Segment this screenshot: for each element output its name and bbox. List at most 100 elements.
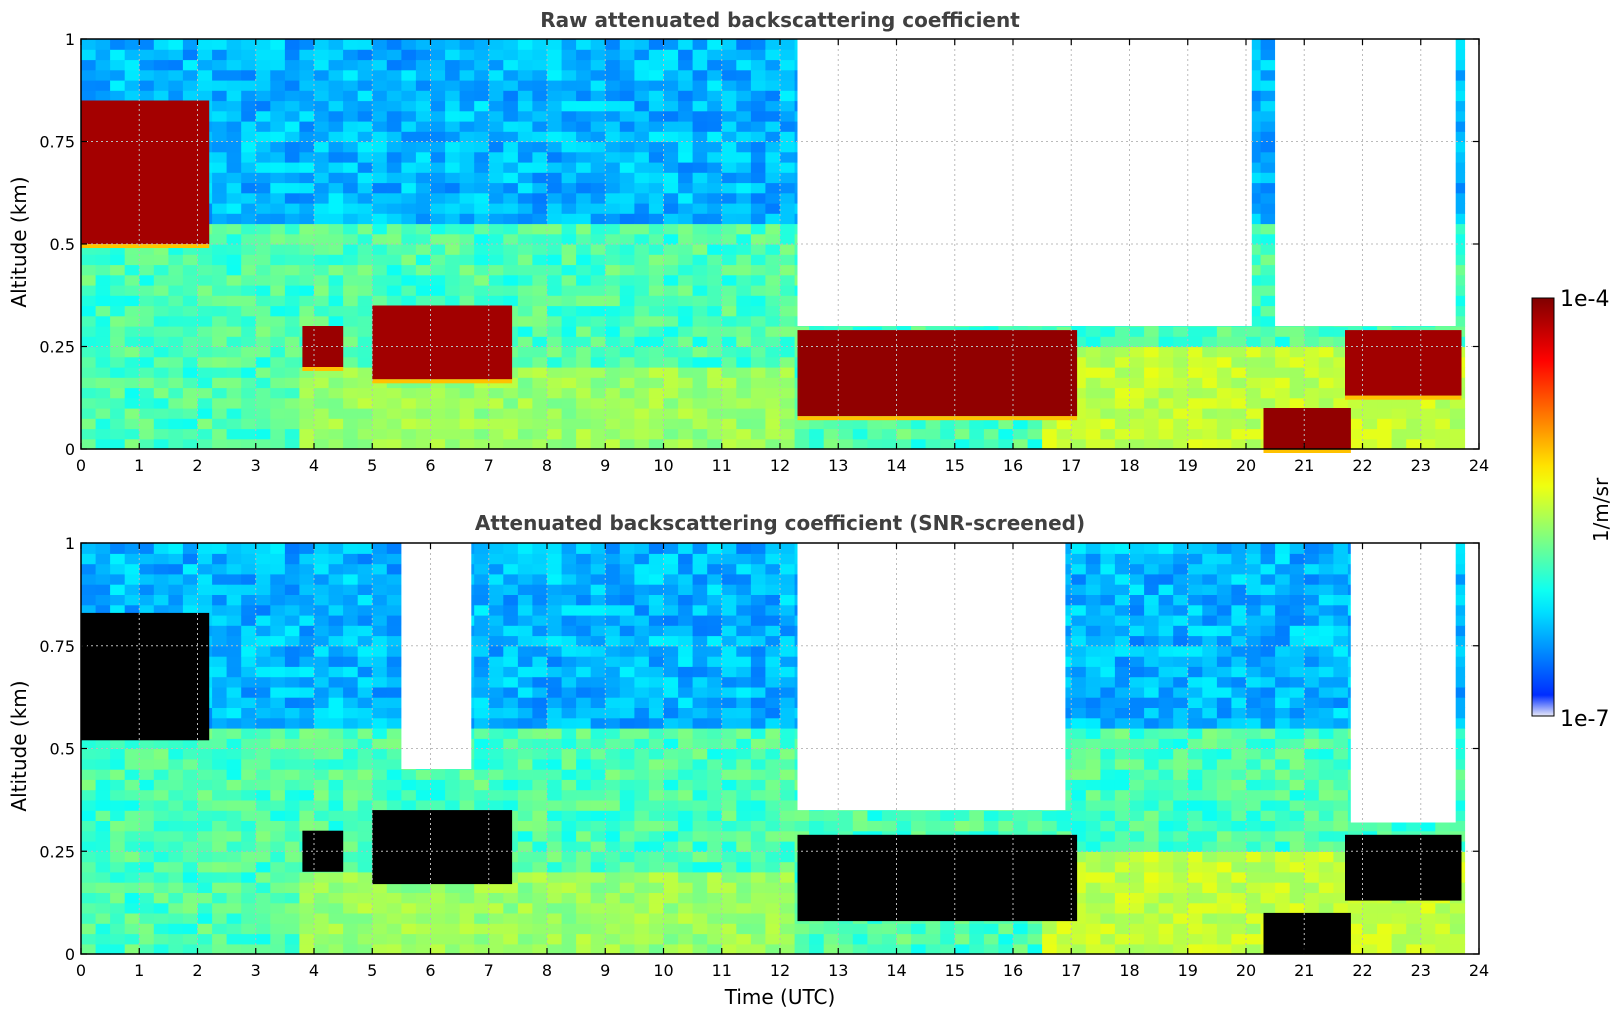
heatmap-cell [503, 387, 519, 399]
heatmap-cell [212, 861, 228, 873]
heatmap-cell [139, 305, 155, 317]
heatmap-cloud-region [81, 100, 210, 244]
y-tick-label: 0 [65, 440, 75, 459]
heatmap-cell [1246, 315, 1262, 327]
heatmap-cell [372, 789, 388, 801]
heatmap-cell [765, 90, 781, 102]
heatmap-cell [343, 933, 359, 945]
heatmap-cell [765, 285, 781, 296]
heatmap-cell [299, 182, 315, 194]
heatmap-cell [692, 203, 708, 214]
heatmap-cell [182, 315, 199, 327]
heatmap-cell [241, 244, 257, 255]
heatmap-cell [314, 100, 330, 112]
heatmap-cell [547, 244, 563, 255]
heatmap-cell [372, 666, 388, 678]
heatmap-cell [459, 151, 475, 163]
heatmap-cell [95, 882, 111, 893]
heatmap-cell [1216, 326, 1233, 337]
heatmap-cell [270, 59, 286, 71]
heatmap-cell [445, 274, 461, 286]
heatmap-cell [270, 110, 286, 122]
heatmap-cell [255, 438, 271, 450]
heatmap-cell [911, 438, 927, 450]
heatmap-cell [401, 408, 417, 419]
heatmap-cell [153, 367, 169, 378]
heatmap-cell [284, 882, 301, 893]
heatmap-cell [241, 346, 257, 358]
heatmap-cell [284, 438, 301, 450]
heatmap-cell [1260, 387, 1276, 399]
heatmap-cell [299, 49, 315, 61]
heatmap-cell [81, 418, 97, 430]
heatmap-cell [532, 100, 548, 112]
heatmap-cell [139, 397, 155, 409]
heatmap-cell [590, 305, 606, 317]
heatmap-cell [314, 69, 330, 81]
heatmap-cell [590, 346, 606, 358]
heatmap-cell [707, 90, 723, 102]
heatmap-cell [314, 428, 330, 440]
heatmap-cell [780, 223, 796, 235]
heatmap-cell [1100, 367, 1116, 378]
heatmap-cell [1071, 438, 1087, 450]
heatmap-cell [95, 244, 111, 255]
heatmap-cell [270, 943, 286, 955]
heatmap-cell [503, 408, 519, 419]
heatmap-cell [532, 326, 548, 337]
heatmap-cell [736, 172, 752, 184]
heatmap-cell [401, 428, 417, 440]
heatmap-cell [314, 697, 330, 708]
heatmap-cell [1420, 438, 1436, 450]
heatmap-cell [241, 871, 257, 883]
heatmap-cell [270, 902, 286, 914]
heatmap-cell [139, 336, 155, 348]
heatmap-cell [517, 274, 534, 286]
heatmap-cell [212, 923, 228, 935]
heatmap-cell [547, 131, 563, 143]
heatmap-cell [182, 871, 199, 883]
heatmap-cell [314, 397, 330, 409]
heatmap-cell [532, 121, 548, 132]
heatmap-cell [415, 49, 432, 61]
heatmap-cell [314, 80, 330, 91]
heatmap-cell [139, 923, 155, 935]
heatmap-raw [81, 39, 1466, 453]
heatmap-cell [328, 203, 344, 214]
heatmap-cell [212, 336, 228, 348]
heatmap-cell [648, 397, 665, 409]
heatmap-cell [255, 274, 271, 286]
heatmap-cell [1187, 326, 1203, 337]
x-tick-label: 7 [484, 456, 494, 475]
heatmap-cell [401, 923, 417, 935]
heatmap-cell [212, 912, 228, 924]
heatmap-cell [386, 131, 402, 143]
heatmap-cell [576, 346, 592, 358]
heatmap-cell [168, 573, 184, 585]
heatmap-cell [386, 244, 402, 255]
heatmap-cell [561, 69, 577, 81]
heatmap-cell [284, 902, 301, 914]
heatmap-cell [547, 408, 563, 419]
heatmap-cell [255, 656, 271, 667]
heatmap-cell [284, 203, 301, 214]
heatmap-cell [386, 295, 402, 307]
heatmap-cell [212, 728, 228, 739]
heatmap-cell [780, 408, 796, 419]
heatmap-cell [182, 377, 199, 389]
heatmap-cell [386, 686, 402, 698]
heatmap-cell [95, 543, 111, 554]
heatmap-cell [692, 305, 708, 317]
heatmap-cell [503, 213, 519, 225]
heatmap-cell [81, 789, 97, 801]
heatmap-cell [270, 408, 286, 419]
heatmap-cell [182, 604, 199, 616]
heatmap-cell [372, 923, 388, 935]
heatmap-cell [590, 367, 606, 378]
heatmap-cell [241, 39, 257, 50]
heatmap-cell [765, 162, 781, 173]
heatmap-cell [721, 121, 737, 132]
heatmap-cell [386, 418, 402, 430]
heatmap-cell [284, 418, 301, 430]
heatmap-empty-region [797, 39, 1252, 326]
